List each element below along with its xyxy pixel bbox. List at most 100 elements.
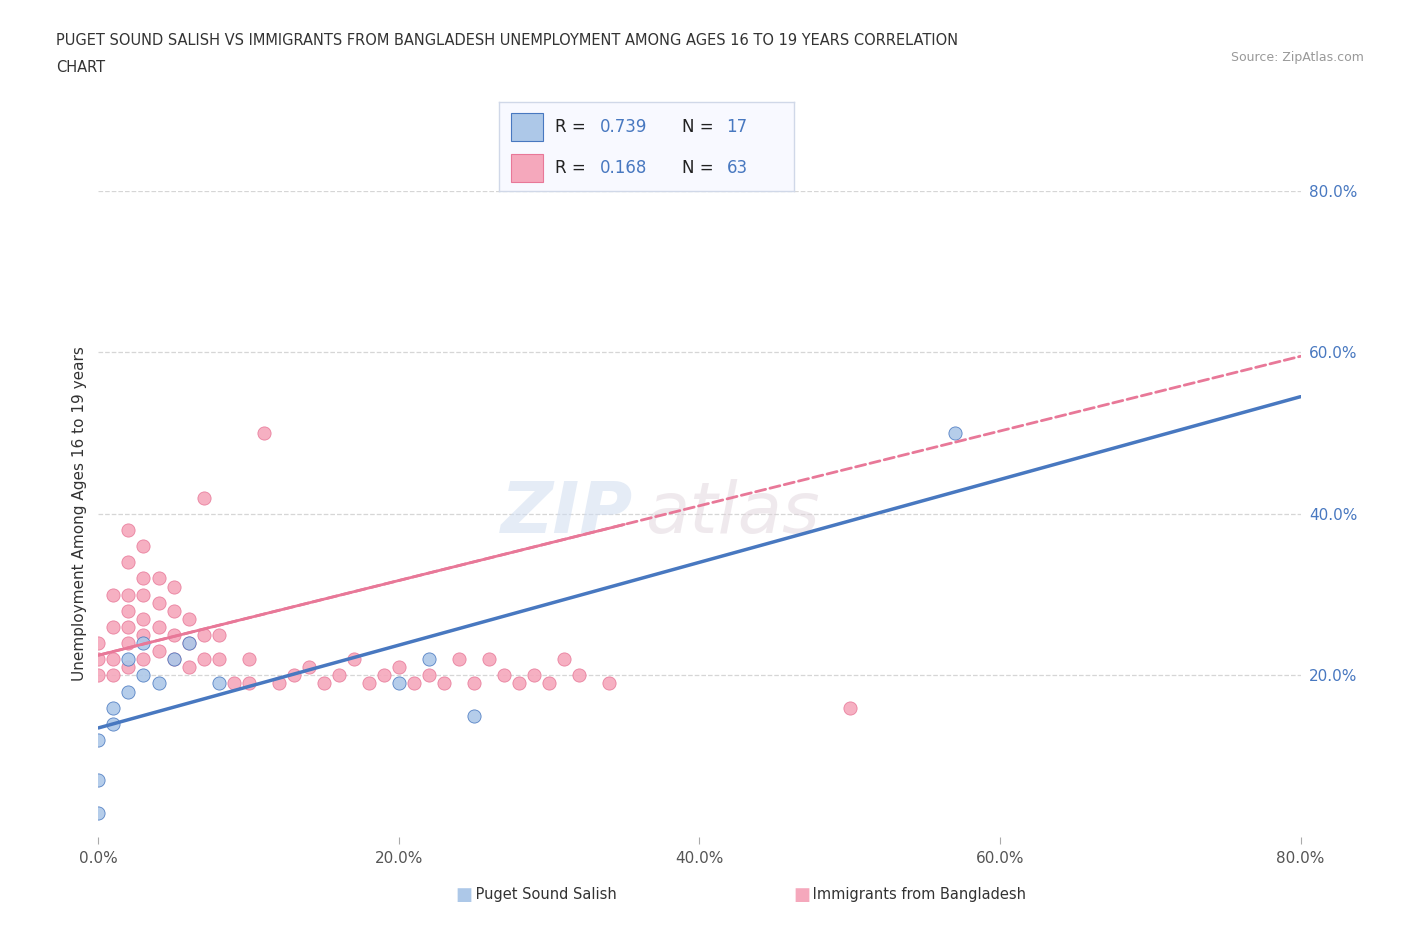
Text: ■: ■: [793, 885, 810, 904]
Point: [343, 652, 366, 667]
Point: [162, 652, 184, 667]
Text: 0.739: 0.739: [599, 118, 647, 136]
Point: [117, 587, 139, 602]
Point: [523, 668, 546, 683]
Point: [87, 805, 110, 820]
Point: [193, 490, 215, 505]
Point: [463, 676, 485, 691]
Point: [117, 619, 139, 634]
Point: [418, 668, 440, 683]
Point: [162, 604, 184, 618]
Text: 17: 17: [727, 118, 748, 136]
Point: [253, 426, 276, 441]
Point: [103, 716, 125, 731]
Point: [298, 660, 321, 675]
Text: 0.168: 0.168: [599, 159, 647, 177]
Point: [103, 587, 125, 602]
Text: 63: 63: [727, 159, 748, 177]
Point: [87, 636, 110, 651]
Text: Source: ZipAtlas.com: Source: ZipAtlas.com: [1230, 51, 1364, 64]
Text: R =: R =: [555, 118, 592, 136]
Point: [117, 660, 139, 675]
Point: [388, 676, 411, 691]
Point: [132, 611, 155, 626]
Point: [418, 652, 440, 667]
Point: [117, 555, 139, 570]
Point: [177, 611, 200, 626]
Point: [148, 676, 170, 691]
Point: [208, 628, 231, 643]
Point: [103, 619, 125, 634]
Text: R =: R =: [555, 159, 592, 177]
Point: [222, 676, 245, 691]
Point: [177, 660, 200, 675]
Point: [538, 676, 561, 691]
Point: [283, 668, 305, 683]
Point: [162, 579, 184, 594]
Point: [132, 636, 155, 651]
Point: [838, 700, 860, 715]
Point: [328, 668, 350, 683]
Point: [162, 628, 184, 643]
Point: [117, 652, 139, 667]
Point: [312, 676, 335, 691]
Text: ■: ■: [456, 885, 472, 904]
Point: [238, 652, 260, 667]
Point: [132, 668, 155, 683]
Point: [598, 676, 620, 691]
Point: [148, 571, 170, 586]
Point: [162, 652, 184, 667]
Point: [148, 595, 170, 610]
Point: [402, 676, 425, 691]
Point: [132, 587, 155, 602]
Point: [117, 636, 139, 651]
Point: [478, 652, 501, 667]
Point: [87, 652, 110, 667]
Text: N =: N =: [682, 159, 718, 177]
Text: Puget Sound Salish: Puget Sound Salish: [471, 887, 617, 902]
Point: [103, 700, 125, 715]
Point: [103, 668, 125, 683]
Text: N =: N =: [682, 118, 718, 136]
Point: [87, 668, 110, 683]
Point: [117, 523, 139, 538]
Point: [267, 676, 290, 691]
Point: [132, 628, 155, 643]
Point: [148, 644, 170, 658]
Text: atlas: atlas: [645, 479, 820, 549]
Point: [463, 709, 485, 724]
Text: ZIP: ZIP: [501, 479, 633, 549]
Text: PUGET SOUND SALISH VS IMMIGRANTS FROM BANGLADESH UNEMPLOYMENT AMONG AGES 16 TO 1: PUGET SOUND SALISH VS IMMIGRANTS FROM BA…: [56, 33, 959, 47]
Point: [568, 668, 591, 683]
Point: [447, 652, 470, 667]
Point: [357, 676, 380, 691]
Point: [132, 538, 155, 553]
Point: [177, 636, 200, 651]
Point: [388, 660, 411, 675]
Point: [87, 733, 110, 748]
Text: Immigrants from Bangladesh: Immigrants from Bangladesh: [808, 887, 1026, 902]
Point: [494, 668, 516, 683]
Text: CHART: CHART: [56, 60, 105, 75]
Point: [132, 652, 155, 667]
Point: [193, 628, 215, 643]
Point: [103, 652, 125, 667]
Point: [433, 676, 456, 691]
Point: [943, 426, 966, 441]
Point: [117, 684, 139, 699]
FancyBboxPatch shape: [510, 153, 543, 182]
Point: [193, 652, 215, 667]
Point: [148, 619, 170, 634]
Point: [238, 676, 260, 691]
Point: [132, 571, 155, 586]
Point: [87, 773, 110, 788]
Point: [208, 676, 231, 691]
Y-axis label: Unemployment Among Ages 16 to 19 years: Unemployment Among Ages 16 to 19 years: [72, 346, 87, 682]
Point: [177, 636, 200, 651]
Point: [553, 652, 575, 667]
FancyBboxPatch shape: [510, 113, 543, 141]
Point: [508, 676, 530, 691]
Point: [373, 668, 395, 683]
Point: [208, 652, 231, 667]
Point: [117, 604, 139, 618]
